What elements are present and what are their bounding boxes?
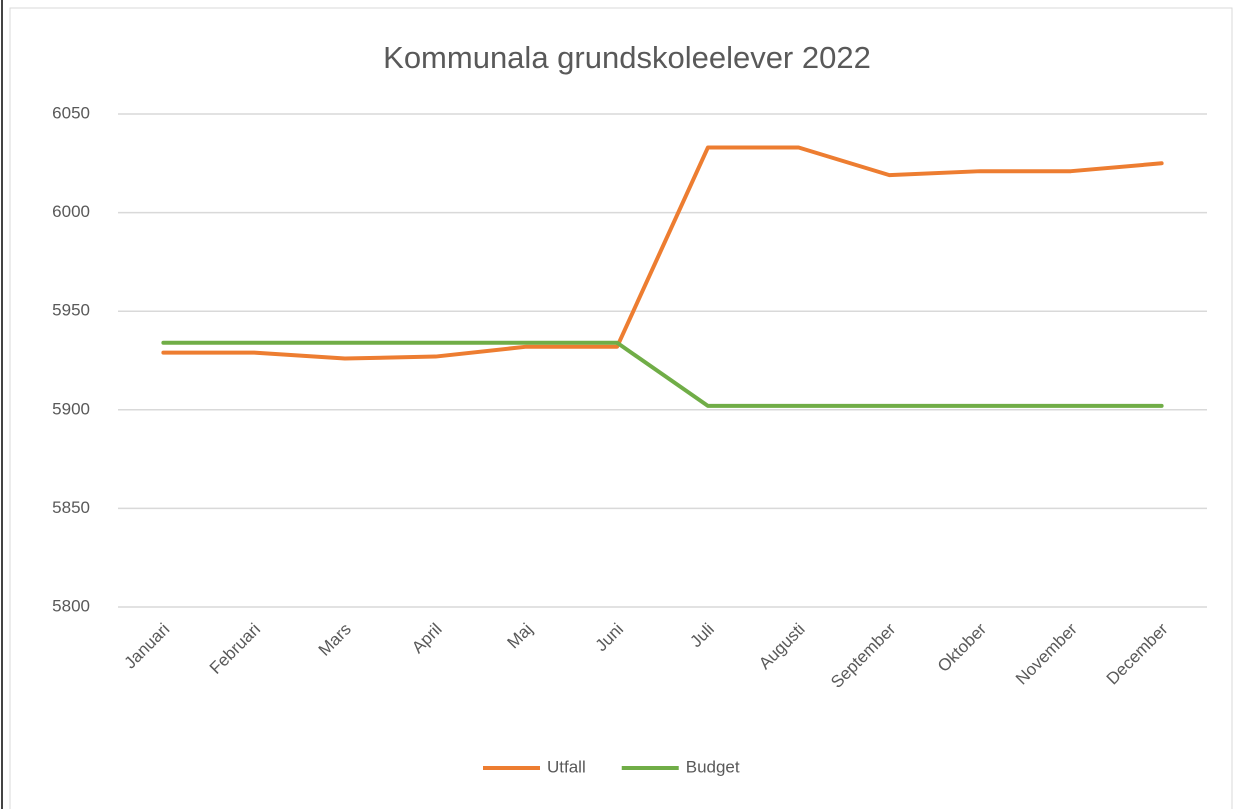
y-tick-label: 5950 <box>52 301 90 320</box>
data-line <box>161 340 1164 408</box>
y-tick-label: 5900 <box>52 399 90 418</box>
legend-label: Utfall <box>547 757 586 776</box>
y-tick-label: 5850 <box>52 498 90 517</box>
y-tick-label: 5800 <box>52 596 90 615</box>
y-tick-label: 6000 <box>52 202 90 221</box>
data-line <box>161 145 1164 361</box>
chart-border <box>9 7 1233 809</box>
y-tick-label: 6050 <box>52 103 90 122</box>
chart-title: Kommunala grundskoleelever 2022 <box>383 40 871 75</box>
legend-label: Budget <box>686 757 740 776</box>
